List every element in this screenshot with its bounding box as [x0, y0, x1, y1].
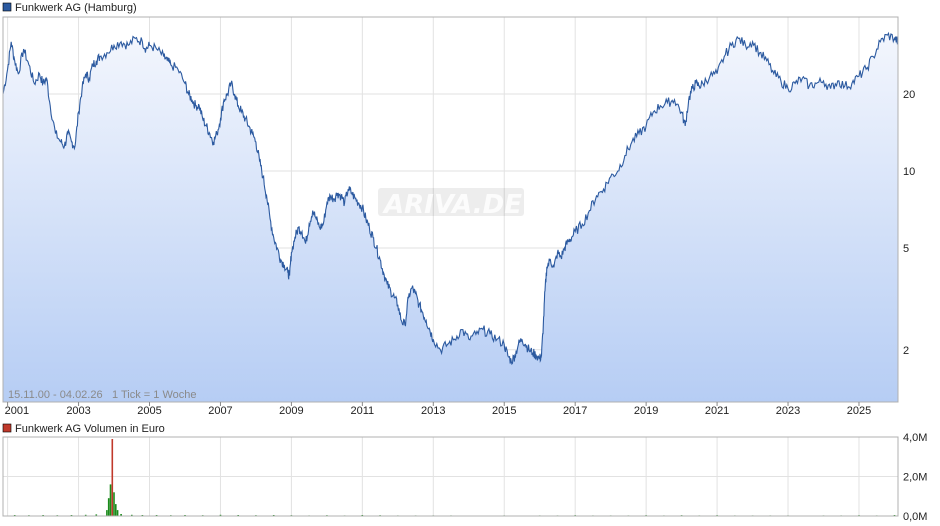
price-y-tick-label: 2	[903, 345, 909, 357]
price-y-tick-label: 5	[903, 243, 909, 255]
volume-bar	[116, 510, 119, 516]
price-y-tick-label: 10	[903, 166, 915, 178]
price-x-tick-label: 2025	[847, 405, 871, 417]
volume-bar	[131, 514, 133, 516]
price-series-line	[2, 31, 899, 366]
price-x-tick-label: 2011	[351, 405, 375, 417]
volume-bar	[115, 504, 117, 516]
watermark: ARIVA.DE	[378, 188, 524, 220]
volume-y-tick-label: 0,0M	[903, 511, 927, 523]
price-x-tick-label: 2021	[705, 405, 729, 417]
volume-y-tick-label: 2,0M	[903, 472, 927, 484]
watermark-text: ARIVA.DE	[382, 190, 522, 220]
price-plot-frame	[2, 16, 899, 403]
tick-label: 1 Tick = 1 Woche	[112, 389, 196, 401]
volume-bars	[13, 439, 896, 517]
volume-y-tick-label: 4,0M	[903, 432, 927, 444]
volume-bar	[120, 514, 122, 516]
volume-bar	[219, 514, 222, 516]
legend-swatch-volume	[2, 423, 12, 433]
price-x-tick-label: 2013	[421, 405, 445, 417]
price-x-tick-label: 2023	[776, 405, 800, 417]
volume-bar	[84, 514, 87, 516]
price-y-ticks: 2 5 10 20	[903, 89, 915, 357]
volume-bar	[95, 514, 98, 516]
legend-label-volume: Funkwerk AG Volumen in Euro	[15, 423, 165, 435]
volume-plot-frame	[2, 436, 899, 517]
legend-label-price: Funkwerk AG (Hamburg)	[15, 2, 137, 14]
price-y-tick-label: 20	[903, 89, 915, 101]
volume-bar	[113, 492, 115, 516]
volume-y-ticks: 0,0M 2,0M 4,0M	[903, 432, 927, 523]
price-x-tick-label: 2001	[5, 405, 29, 417]
volume-bar	[107, 498, 110, 516]
legend-swatch-price	[2, 2, 12, 12]
price-x-tick-label: 2003	[66, 405, 90, 417]
volume-bar	[106, 510, 108, 516]
price-x-tick-label: 2015	[492, 405, 516, 417]
price-x-ticks: 2001 2003 2005 2007 2009 2011 2013 2015 2017 2019…	[5, 402, 871, 417]
volume-bar	[109, 484, 112, 516]
price-x-tick-label: 2019	[634, 405, 658, 417]
price-area-fill	[3, 33, 898, 403]
volume-grid	[3, 436, 898, 517]
volume-bar	[111, 439, 114, 516]
price-x-tick-label: 2005	[137, 405, 161, 417]
price-x-tick-label: 2009	[279, 405, 303, 417]
price-x-tick-label: 2017	[563, 405, 587, 417]
price-x-tick-label: 2007	[208, 405, 232, 417]
range-label: 15.11.00 - 04.02.26	[8, 389, 103, 401]
